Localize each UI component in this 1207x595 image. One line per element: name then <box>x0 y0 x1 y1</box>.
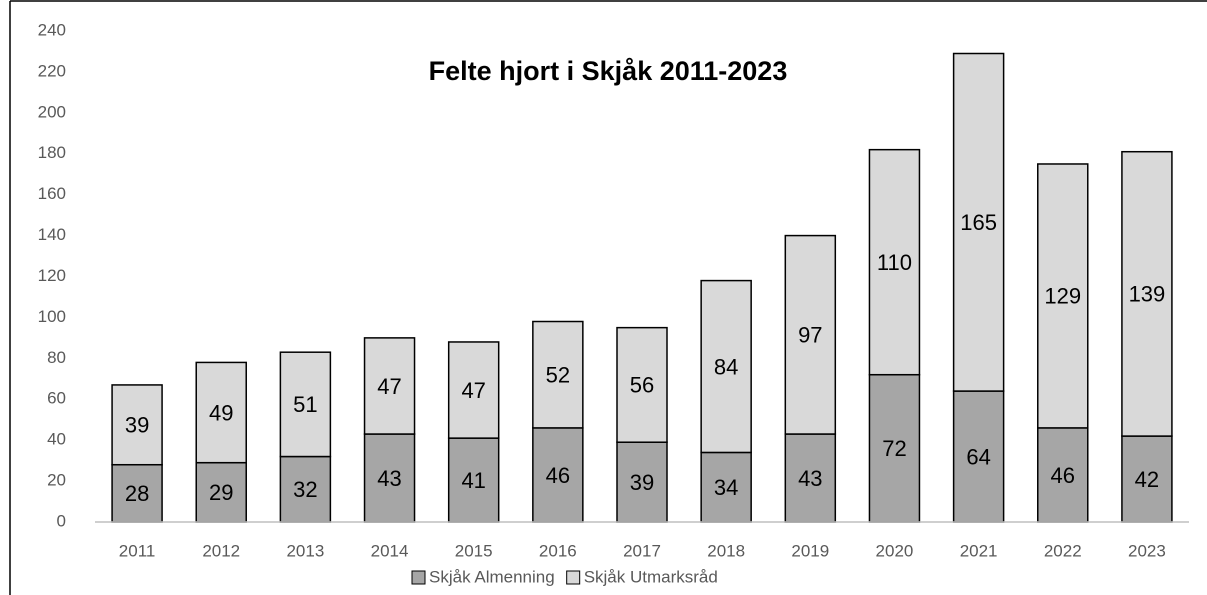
x-tick-label: 2018 <box>707 541 745 560</box>
bar-segment <box>1037 163 1089 429</box>
y-tick-label: 160 <box>38 184 66 203</box>
y-tick-label: 0 <box>57 511 66 530</box>
legend-swatch <box>566 570 581 585</box>
data-label: 47 <box>377 374 401 399</box>
bar-segment <box>363 433 416 523</box>
bar-segment <box>1121 435 1173 523</box>
data-label: 129 <box>1044 284 1081 309</box>
x-tick-label: 2015 <box>455 541 493 560</box>
y-tick-label: 180 <box>38 143 66 162</box>
bar-segment <box>784 433 837 523</box>
x-tick-label: 2011 <box>119 541 156 560</box>
x-tick-label: 2022 <box>1044 541 1082 560</box>
y-tick-label: 20 <box>47 471 66 490</box>
data-label: 43 <box>798 466 822 491</box>
data-label: 47 <box>461 378 485 403</box>
y-tick-label: 80 <box>47 348 66 367</box>
bar-segment <box>616 441 668 523</box>
data-label: 64 <box>966 444 990 469</box>
data-label: 84 <box>714 354 738 379</box>
x-tick-label: 2014 <box>371 541 409 560</box>
y-tick-label: 220 <box>38 61 66 80</box>
x-tick-label: 2013 <box>286 541 324 560</box>
bar-segment <box>111 463 163 523</box>
x-tick-label: 2020 <box>876 541 914 560</box>
data-label: 46 <box>1051 463 1075 488</box>
legend-swatch <box>411 570 426 585</box>
data-label: 110 <box>877 250 912 275</box>
x-tick-label: 2019 <box>791 541 829 560</box>
bar-segment <box>952 390 1005 523</box>
bar-segment <box>784 234 837 435</box>
data-label: 39 <box>125 413 149 438</box>
bar-segment <box>700 279 752 454</box>
bar-segment <box>447 341 500 439</box>
y-tick-label: 200 <box>38 102 66 121</box>
bar-segment <box>195 461 247 523</box>
bar-segment <box>868 148 921 376</box>
y-tick-label: 240 <box>38 20 66 39</box>
data-label: 46 <box>546 463 570 488</box>
legend-label: Skjåk Utmarksråd <box>584 567 718 586</box>
data-label: 32 <box>293 477 317 502</box>
bar-segment <box>952 52 1005 392</box>
y-tick-label: 60 <box>47 389 66 408</box>
bar-segment <box>532 427 584 523</box>
chart-title: Felte hjort i Skjåk 2011-2023 <box>429 56 788 86</box>
bar-segment <box>1037 427 1089 523</box>
x-tick-label: 2017 <box>623 541 661 560</box>
data-label: 49 <box>209 400 233 425</box>
bar-segment <box>363 337 416 435</box>
y-tick-label: 100 <box>38 307 66 326</box>
data-label: 52 <box>546 363 570 388</box>
data-label: 72 <box>882 436 906 461</box>
data-label: 29 <box>209 480 233 505</box>
data-label: 41 <box>461 468 485 493</box>
data-label: 51 <box>293 392 317 417</box>
data-label: 165 <box>960 210 997 235</box>
x-tick-label: 2016 <box>539 541 577 560</box>
y-tick-label: 140 <box>38 225 66 244</box>
data-label: 43 <box>377 466 401 491</box>
y-tick-label: 120 <box>38 266 66 285</box>
data-label: 56 <box>630 373 654 398</box>
data-label: 34 <box>714 475 738 500</box>
bar-segment <box>279 351 332 458</box>
x-tick-label: 2023 <box>1128 541 1166 560</box>
bar-segment <box>700 451 752 523</box>
bar-segment <box>195 361 247 464</box>
legend-label: Skjåk Almenning <box>429 567 555 586</box>
x-tick-label: 2021 <box>960 541 998 560</box>
bar-segment <box>532 320 584 429</box>
y-tick-label: 40 <box>47 430 66 449</box>
bar-segment <box>616 326 668 443</box>
x-tick-label: 2012 <box>202 541 240 560</box>
data-label: 28 <box>125 481 149 506</box>
data-label: 42 <box>1135 467 1159 492</box>
data-label: 139 <box>1129 282 1166 307</box>
data-label: 97 <box>798 323 822 348</box>
bar-segment <box>111 384 163 466</box>
data-label: 39 <box>630 470 654 495</box>
bar-segment <box>1121 150 1173 437</box>
